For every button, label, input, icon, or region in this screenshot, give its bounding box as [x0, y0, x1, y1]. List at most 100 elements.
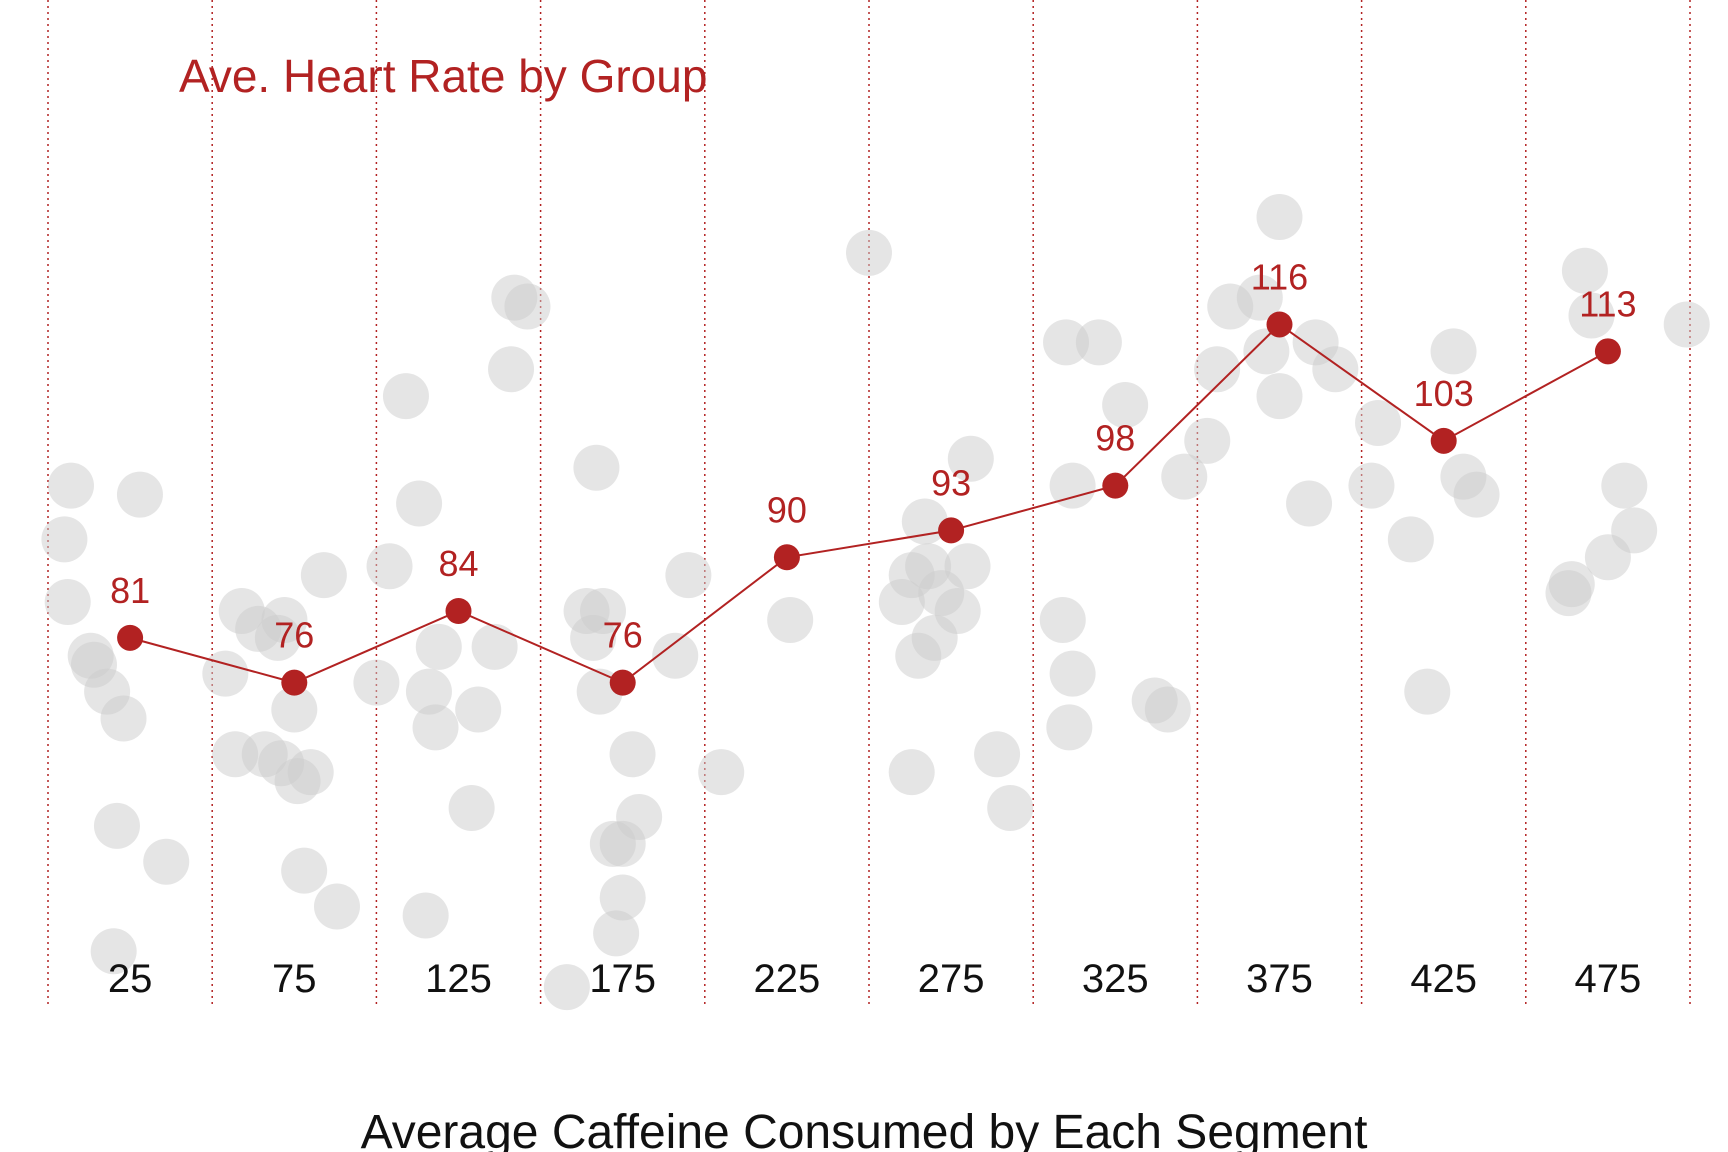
scatter-point	[300, 552, 347, 599]
scatter-point	[1184, 417, 1231, 464]
scatter-point	[1144, 686, 1191, 733]
scatter-point	[1404, 668, 1451, 715]
x-tick-label: 125	[425, 957, 492, 1001]
scatter-point	[405, 668, 452, 715]
scatter-point	[767, 596, 814, 643]
scatter-point	[1548, 561, 1595, 608]
scatter-point	[448, 785, 495, 831]
scatter-point	[1102, 382, 1149, 429]
scatter-point	[593, 910, 640, 957]
scatter-point	[382, 373, 429, 420]
x-tick-label: 75	[272, 957, 317, 1001]
chart-title: Ave. Heart Rate by Group	[179, 50, 707, 102]
scatter-point	[366, 543, 413, 590]
scatter-point	[41, 516, 88, 563]
scatter-point	[934, 588, 981, 634]
scatter-point	[93, 802, 140, 849]
scatter-points	[41, 194, 1710, 1011]
scatter-point	[287, 749, 334, 796]
x-tick-label: 475	[1575, 957, 1642, 1001]
scatter-point	[573, 444, 620, 491]
mean-point	[445, 598, 472, 624]
scatter-point	[846, 229, 892, 276]
data-label: 84	[438, 543, 478, 584]
data-label: 103	[1414, 373, 1474, 414]
scatter-point	[143, 838, 190, 885]
scatter-point	[1584, 534, 1631, 581]
scatter-point	[974, 731, 1021, 778]
scatter-point	[609, 731, 656, 778]
x-tick-labels: 25 75 125 175 225 275 325 375 425 475	[108, 957, 1641, 1001]
scatter-point	[353, 659, 400, 706]
scatter-point	[987, 785, 1034, 831]
data-label: 113	[1579, 283, 1636, 324]
scatter-point	[589, 820, 636, 867]
mean-point	[281, 669, 308, 696]
mean-point	[609, 669, 636, 696]
scatter-point	[396, 480, 443, 527]
scatter-point	[665, 552, 712, 599]
scatter-point	[1601, 462, 1648, 509]
scatter-point	[1075, 319, 1122, 366]
x-tick-label: 225	[754, 957, 821, 1001]
scatter-point	[1194, 346, 1241, 393]
scatter-point	[1049, 462, 1096, 509]
scatter-point	[47, 462, 94, 509]
scatter-point	[415, 623, 462, 670]
x-axis-label: Average Caffeine Consumed by Each Segmen…	[361, 1106, 1368, 1152]
scatter-point	[1043, 319, 1090, 366]
scatter-point	[471, 623, 518, 670]
scatter-point	[1286, 480, 1333, 527]
scatter-point	[878, 579, 925, 626]
scatter-point	[1256, 373, 1303, 420]
scatter-point	[1049, 650, 1096, 697]
scatter-point	[1243, 328, 1290, 375]
scatter-point	[543, 964, 590, 1011]
scatter-point	[1161, 453, 1208, 500]
scatter-point	[488, 346, 535, 393]
scatter-point	[100, 695, 147, 742]
scatter-point	[1256, 194, 1303, 240]
scatter-point	[888, 749, 935, 796]
scatter-point	[895, 632, 942, 679]
scatter-point	[1663, 301, 1710, 348]
data-label: 90	[767, 489, 807, 530]
scatter-point	[563, 588, 610, 634]
mean-point	[773, 544, 800, 571]
scatter-point	[281, 847, 328, 894]
scatter-point	[947, 435, 994, 482]
mean-point	[1266, 311, 1293, 338]
scatter-point	[1430, 328, 1477, 375]
scatter-point	[313, 883, 360, 930]
data-label: 93	[931, 462, 971, 503]
mean-series: 81 76 84 76 90 93 98 116 103 113	[110, 256, 1637, 696]
scatter-point	[504, 283, 551, 330]
x-tick-label: 425	[1410, 957, 1477, 1001]
scatter-point	[271, 686, 318, 733]
x-tick-label: 175	[589, 957, 656, 1001]
scatter-point	[1312, 346, 1359, 393]
scatter-point	[1039, 596, 1086, 643]
mean-line	[129, 323, 1609, 684]
mean-point	[1594, 338, 1621, 365]
scatter-point	[652, 632, 699, 679]
mean-point	[117, 624, 144, 651]
x-tick-label: 25	[108, 957, 153, 1001]
scatter-point	[1568, 292, 1615, 339]
scatter-point	[254, 614, 301, 661]
scatter-point	[599, 874, 646, 921]
mean-point	[938, 517, 965, 544]
mean-point	[1102, 472, 1129, 499]
scatter-point	[402, 892, 449, 939]
scatter-point	[1046, 704, 1093, 751]
scatter-point	[412, 704, 459, 751]
x-tick-label: 275	[918, 957, 985, 1001]
data-label: 116	[1251, 256, 1308, 297]
scatter-point	[698, 749, 745, 796]
scatter-point	[1561, 247, 1608, 294]
mean-point	[1430, 427, 1457, 454]
scatter-point	[44, 579, 91, 626]
scatter-point	[1348, 462, 1395, 509]
data-label: 81	[110, 570, 150, 611]
